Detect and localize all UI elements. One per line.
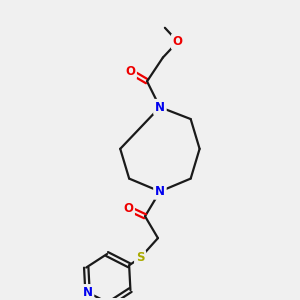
Text: N: N	[82, 286, 92, 299]
Text: O: O	[125, 65, 135, 78]
Text: O: O	[173, 35, 183, 48]
Text: O: O	[123, 202, 133, 215]
Text: N: N	[155, 185, 165, 198]
Text: S: S	[136, 251, 144, 265]
Text: N: N	[155, 101, 165, 114]
